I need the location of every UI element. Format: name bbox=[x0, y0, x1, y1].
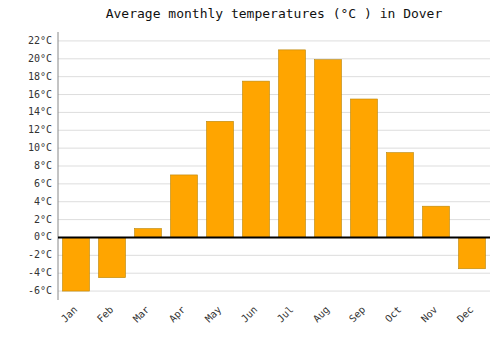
y-tick-label: 2°C bbox=[34, 214, 52, 225]
y-tick-label: 0°C bbox=[34, 231, 52, 242]
y-tick-label: 6°C bbox=[34, 178, 52, 189]
y-tick-label: -6°C bbox=[28, 285, 52, 296]
grid-line bbox=[58, 58, 490, 59]
x-tick-label: Dec bbox=[455, 304, 476, 325]
bar bbox=[423, 206, 450, 237]
grid-line bbox=[58, 166, 490, 167]
y-tick-label: 8°C bbox=[34, 160, 52, 171]
x-tick-label: Oct bbox=[383, 304, 404, 325]
x-tick-label: Apr bbox=[167, 304, 188, 325]
bars bbox=[63, 50, 486, 291]
bar bbox=[99, 237, 126, 277]
y-tick-label: 18°C bbox=[28, 71, 52, 82]
bar bbox=[135, 229, 162, 238]
y-tick-label: 4°C bbox=[34, 196, 52, 207]
x-tick-label: Jul bbox=[275, 304, 296, 325]
y-tick-label: 22°C bbox=[28, 35, 52, 46]
x-tick-label: May bbox=[203, 304, 224, 325]
x-tick-label: Sep bbox=[347, 304, 368, 325]
bar bbox=[315, 60, 342, 238]
x-tick-label: Aug bbox=[311, 304, 332, 325]
grid-line bbox=[58, 237, 490, 238]
zero-line bbox=[58, 236, 490, 238]
grid-line bbox=[58, 148, 490, 149]
grid-line bbox=[58, 130, 490, 131]
bar bbox=[459, 237, 486, 268]
y-tick-label: 10°C bbox=[28, 142, 52, 153]
bar bbox=[63, 237, 90, 291]
grid-line bbox=[58, 291, 490, 292]
bar bbox=[207, 121, 234, 237]
grid-line bbox=[58, 40, 490, 41]
y-tick-label: -2°C bbox=[28, 249, 52, 260]
y-tick-label: -4°C bbox=[28, 267, 52, 278]
y-tick-label: 20°C bbox=[28, 53, 52, 64]
grid-line bbox=[58, 183, 490, 184]
x-tick-label: Nov bbox=[419, 304, 440, 325]
y-tick-label: 14°C bbox=[28, 106, 52, 117]
bar bbox=[279, 50, 306, 238]
x-tick-label: Feb bbox=[95, 304, 116, 325]
grid-line bbox=[58, 201, 490, 202]
bar bbox=[243, 81, 270, 237]
bar bbox=[171, 175, 198, 238]
bar bbox=[351, 99, 378, 237]
x-tick-label: Mar bbox=[131, 304, 152, 325]
grid-line bbox=[58, 94, 490, 95]
title: Average monthly temperatures (°C ) in Do… bbox=[106, 6, 443, 21]
x-tick-label: Jan bbox=[59, 304, 80, 325]
y-tick-label: 12°C bbox=[28, 124, 52, 135]
grid bbox=[58, 41, 490, 291]
grid-line bbox=[58, 112, 490, 113]
chart: -6°C -4°C -2°C 0°C 2°C 4°C 6°C 8°C 10°C 12°C 14°C 1… bbox=[0, 0, 500, 350]
y-axis-line bbox=[58, 32, 59, 300]
grid-line bbox=[58, 76, 490, 77]
bar bbox=[387, 153, 414, 238]
x-tick-label: Jun bbox=[239, 304, 260, 325]
y-tick-label: 16°C bbox=[28, 89, 52, 100]
